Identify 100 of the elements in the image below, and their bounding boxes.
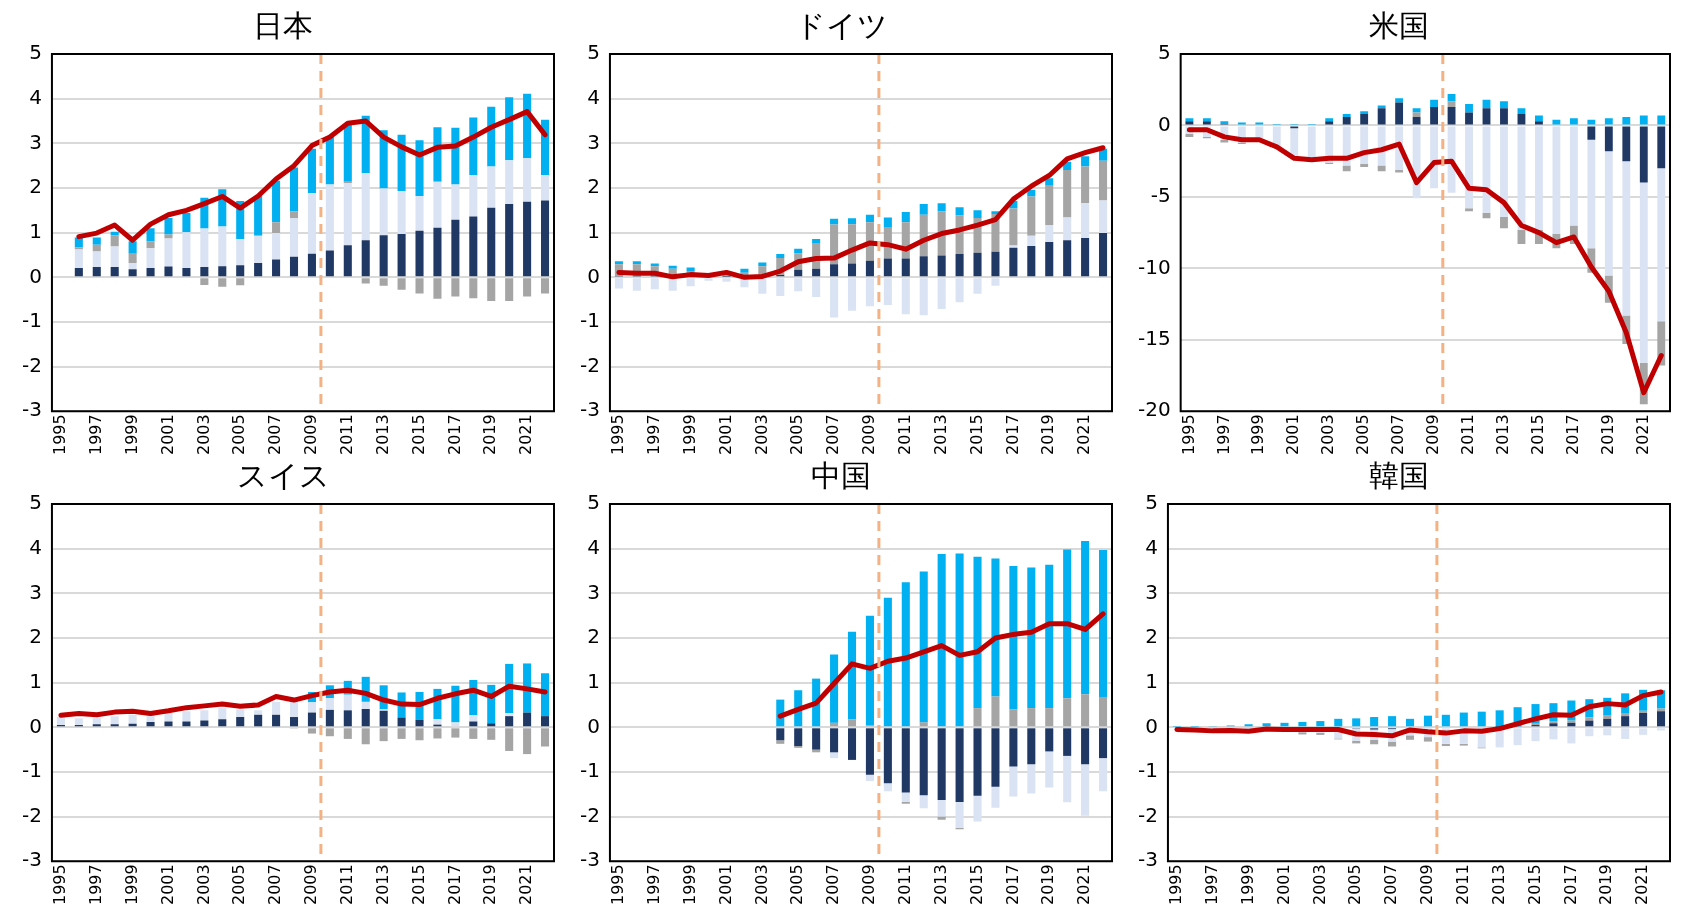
x-tick-label: 2017 (1563, 414, 1583, 455)
x-tick-label: 2007 (823, 864, 843, 905)
y-tick-label: 1 (29, 668, 42, 693)
y-tick-label: 5 (587, 490, 600, 515)
y-tick-label: 1 (29, 218, 42, 243)
y-tick-label: -1 (21, 308, 42, 333)
x-tick-label: 2013 (930, 414, 950, 455)
x-tick-label: 1999 (679, 414, 699, 455)
x-tick-label: 1997 (85, 414, 105, 455)
x-tick-label: 2005 (1353, 414, 1373, 455)
x-tick-label: 1997 (1213, 414, 1233, 455)
y-tick-label: 4 (29, 534, 42, 559)
y-tick-label: -2 (579, 352, 600, 377)
x-tick-label: 2013 (372, 414, 392, 455)
x-tick-label: 2001 (715, 414, 735, 455)
x-tick-label: 2015 (1524, 864, 1544, 905)
x-tick-label: 2005 (229, 414, 249, 455)
x-tick-label: 2015 (966, 864, 986, 905)
x-tick-label: 1995 (50, 414, 70, 455)
y-tick-label: -20 (1137, 397, 1171, 422)
y-tick-label: 1 (587, 218, 600, 243)
x-tick-label: 2007 (1388, 414, 1408, 455)
x-tick-label: 2005 (787, 864, 807, 905)
x-tick-label: 1999 (1248, 414, 1268, 455)
y-tick-label: 1 (587, 668, 600, 693)
x-tick-label: 2009 (301, 864, 321, 905)
y-tick-label: 3 (29, 579, 42, 604)
x-tick-label: 2017 (1002, 414, 1022, 455)
y-tick-label: 0 (1157, 111, 1171, 136)
y-tick-label: -2 (21, 802, 42, 827)
y-tick-label: -1 (21, 758, 42, 783)
x-tick-label: 2017 (444, 864, 464, 905)
x-tick-label: 2003 (751, 414, 771, 455)
chart-title: 中国 (811, 457, 871, 493)
y-tick-label: 0 (587, 263, 600, 288)
y-tick-label: 1 (1145, 668, 1158, 693)
x-tick-label: 2021 (516, 414, 536, 455)
x-tick-label: 2017 (1002, 864, 1022, 905)
y-tick-label: 3 (587, 129, 600, 154)
x-tick-label: 2019 (480, 864, 500, 905)
x-tick-label: 2021 (1632, 864, 1652, 905)
x-tick-label: 2019 (1597, 414, 1617, 455)
chart-title: スイス (236, 457, 330, 493)
x-tick-label: 2007 (265, 864, 285, 905)
x-tick-label: 1999 (121, 414, 141, 455)
y-tick-label: -15 (1137, 326, 1171, 351)
y-tick-label: -5 (1150, 183, 1171, 208)
y-tick-label: -1 (579, 308, 600, 333)
y-tick-label: 2 (587, 174, 600, 199)
x-tick-label: 1995 (1178, 414, 1198, 455)
x-tick-label: 2011 (336, 864, 356, 905)
y-tick-label: 2 (29, 624, 42, 649)
x-tick-label: 1997 (643, 414, 663, 455)
x-tick-label: 2019 (1038, 414, 1058, 455)
x-tick-label: 2021 (516, 864, 536, 905)
x-tick-label: 2015 (966, 414, 986, 455)
y-tick-label: 4 (587, 84, 600, 109)
x-tick-label: 1995 (1166, 864, 1186, 905)
x-tick-label: 2013 (372, 864, 392, 905)
y-tick-label: 3 (587, 579, 600, 604)
y-tick-label: 3 (1145, 579, 1158, 604)
x-tick-label: 1999 (1237, 864, 1257, 905)
x-tick-label: 2009 (301, 414, 321, 455)
y-tick-label: 4 (1145, 534, 1158, 559)
x-tick-label: 1997 (643, 864, 663, 905)
x-tick-label: 1997 (1201, 864, 1221, 905)
x-tick-label: 1999 (679, 864, 699, 905)
y-tick-label: 4 (587, 534, 600, 559)
y-tick-label: 5 (1145, 490, 1158, 515)
y-tick-label: 0 (29, 713, 42, 738)
chart-title: 韓国 (1369, 457, 1429, 493)
y-tick-label: -10 (1137, 254, 1171, 279)
x-tick-label: 1999 (121, 864, 141, 905)
y-tick-label: 3 (29, 129, 42, 154)
y-tick-label: -3 (579, 397, 600, 422)
y-tick-label: 0 (587, 713, 600, 738)
y-tick-label: 5 (587, 40, 600, 65)
x-tick-label: 2015 (1528, 414, 1548, 455)
x-tick-label: 2005 (229, 864, 249, 905)
x-tick-label: 2011 (336, 414, 356, 455)
x-tick-label: 2001 (157, 864, 177, 905)
x-tick-label: 2009 (859, 864, 879, 905)
x-tick-label: 2015 (408, 864, 428, 905)
x-tick-label: 2007 (823, 414, 843, 455)
x-tick-label: 2011 (894, 864, 914, 905)
x-tick-label: 2015 (408, 414, 428, 455)
x-tick-label: 2007 (265, 414, 285, 455)
x-tick-label: 2017 (1560, 864, 1580, 905)
x-tick-label: 2003 (193, 414, 213, 455)
x-tick-label: 2003 (1309, 864, 1329, 905)
y-tick-label: 0 (29, 263, 42, 288)
x-tick-label: 2019 (1596, 864, 1616, 905)
x-tick-label: 2009 (1417, 864, 1437, 905)
x-tick-label: 1997 (85, 864, 105, 905)
y-tick-label: -3 (579, 847, 600, 872)
y-tick-label: 2 (1145, 624, 1158, 649)
y-tick-label: -1 (1137, 758, 1158, 783)
y-tick-label: -3 (1137, 847, 1158, 872)
x-tick-label: 2021 (1074, 414, 1094, 455)
x-tick-label: 1995 (608, 414, 628, 455)
